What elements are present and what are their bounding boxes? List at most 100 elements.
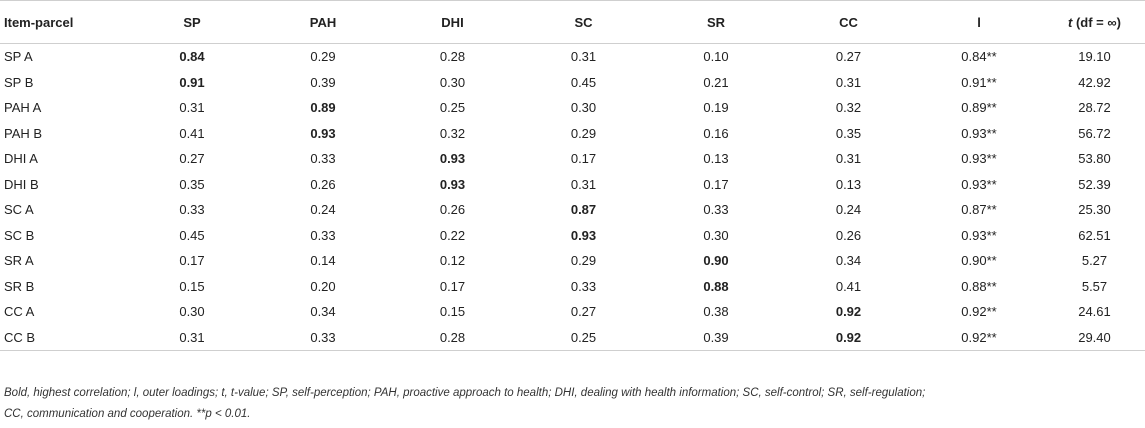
header-t-symbol: t	[1068, 14, 1073, 30]
table-cell: 0.30	[179, 304, 205, 320]
table-cell: 0.15	[179, 278, 205, 294]
table-cell: 0.17	[439, 278, 466, 294]
row-label: CC B	[0, 324, 125, 351]
table-cell: 0.29	[310, 49, 336, 65]
table-row: SC A 0.33 0.24 0.26 0.87 0.33 0.24 0.87** 25.30	[0, 197, 1145, 223]
header-sp: SP	[125, 0, 259, 44]
table-cell: 0.33	[179, 202, 205, 218]
row-label: SC B	[4, 227, 35, 243]
row-label: SR A	[4, 253, 34, 269]
table-cell: 53.80	[1078, 151, 1111, 167]
loadings-table: Item-parcel SP PAH DHI SC SR CC l t (df …	[0, 0, 1145, 351]
table-row: SC B 0.45 0.33 0.22 0.93 0.30 0.26 0.93** 62.51	[0, 223, 1145, 249]
table-cell: 0.92**	[914, 324, 1044, 351]
table-row: PAH B 0.41 0.93 0.32 0.29 0.16 0.35 0.93** 56.72	[0, 121, 1145, 147]
table-cell: 0.88**	[961, 278, 997, 294]
table-cell: 0.14	[310, 253, 336, 269]
table-cell: 0.21	[703, 74, 729, 90]
table-cell: 0.31	[570, 176, 597, 192]
table-cell: 28.72	[1078, 100, 1111, 116]
row-label: SP A	[4, 49, 33, 65]
table-cell: 19.10	[1078, 49, 1111, 65]
table-header-row: Item-parcel SP PAH DHI SC SR CC l t (df …	[0, 0, 1145, 44]
table-cell: 0.30	[439, 74, 466, 90]
header-pah: PAH	[259, 0, 387, 44]
table-cell: 0.84**	[961, 49, 997, 65]
table-cell: 0.45	[570, 74, 597, 90]
table-cell: 0.33	[310, 151, 336, 167]
table-cell: 0.90	[703, 253, 729, 269]
table-cell: 0.33	[310, 227, 336, 243]
table-row: CC A 0.30 0.34 0.15 0.27 0.38 0.92 0.92** 24.61	[0, 299, 1145, 325]
table-cell: 0.28	[387, 324, 518, 351]
table-cell: 0.27	[570, 304, 597, 320]
table-cell: 0.45	[179, 227, 205, 243]
row-label: PAH A	[4, 100, 42, 116]
table-cell: 0.24	[310, 202, 336, 218]
table-cell: 0.87	[570, 202, 597, 218]
table-row: SR B 0.15 0.20 0.17 0.33 0.88 0.41 0.88** 5.57	[0, 274, 1145, 300]
table-cell: 0.39	[310, 74, 336, 90]
table-cell: 0.33	[703, 202, 729, 218]
table-row: SP A 0.84 0.29 0.28 0.31 0.10 0.27 0.84** 19.10	[0, 44, 1145, 70]
table-cell: 0.91	[179, 74, 205, 90]
table-cell: 0.28	[439, 49, 466, 65]
table-cell: 0.93	[310, 125, 336, 141]
table-cell: 0.13	[835, 176, 862, 192]
table-cell: 0.16	[703, 125, 729, 141]
table-cell: 25.30	[1078, 202, 1111, 218]
table-cell: 5.27	[1081, 253, 1108, 269]
table-row: DHI A 0.27 0.33 0.93 0.17 0.13 0.31 0.93** 53.80	[0, 146, 1145, 172]
footnote-line-1: Bold, highest correlation; l, outer load…	[4, 387, 926, 399]
table-cell: 29.40	[1044, 324, 1145, 351]
table-cell: 0.29	[570, 125, 597, 141]
header-l: l	[914, 0, 1044, 44]
header-dhi: DHI	[387, 0, 518, 44]
table-cell: 0.31	[125, 324, 259, 351]
table-cell: 0.33	[570, 278, 597, 294]
row-label: DHI B	[4, 176, 39, 192]
header-t-df: (df = ∞)	[1075, 14, 1121, 30]
table-cell: 0.87**	[961, 202, 997, 218]
table-cell: 0.22	[439, 227, 466, 243]
table-cell: 0.93	[439, 176, 466, 192]
table-cell: 0.38	[703, 304, 729, 320]
table-cell: 0.31	[570, 49, 597, 65]
table-cell: 0.91**	[961, 74, 997, 90]
table-cell: 0.26	[310, 176, 336, 192]
table-row: DHI B 0.35 0.26 0.93 0.31 0.17 0.13 0.93** 52.39	[0, 172, 1145, 198]
row-label: DHI A	[4, 151, 38, 167]
table-body: SP A 0.84 0.29 0.28 0.31 0.10 0.27 0.84** 19.10 S…	[0, 44, 1145, 351]
table-cell: 0.93	[439, 151, 466, 167]
footnote-line-2: CC, communication and cooperation. **p <…	[4, 408, 251, 420]
table-cell: 0.17	[570, 151, 597, 167]
table-cell: 0.19	[703, 100, 729, 116]
table-cell: 0.26	[439, 202, 466, 218]
table-cell: 0.89	[310, 100, 336, 116]
table-cell: 0.92**	[961, 304, 997, 320]
table-cell: 0.89**	[961, 100, 997, 116]
table-cell: 0.27	[179, 151, 205, 167]
table-cell: 0.25	[439, 100, 466, 116]
table-cell: 56.72	[1078, 125, 1111, 141]
table-cell: 0.93**	[961, 227, 997, 243]
table-cell: 0.25	[518, 324, 649, 351]
table-cell: 0.26	[835, 227, 862, 243]
table-cell: 0.93**	[961, 125, 997, 141]
table-cell: 0.12	[439, 253, 466, 269]
header-item-parcel: Item-parcel	[0, 0, 125, 44]
table-cell: 0.10	[703, 49, 729, 65]
row-label: SR B	[4, 278, 35, 294]
row-label: SP B	[4, 74, 34, 90]
table-cell: 0.84	[179, 49, 205, 65]
table-row: SR A 0.17 0.14 0.12 0.29 0.90 0.34 0.90** 5.27	[0, 248, 1145, 274]
table-cell: 0.15	[439, 304, 466, 320]
table-cell: 0.35	[835, 125, 862, 141]
header-cc: CC	[783, 0, 914, 44]
table-cell: 0.93**	[961, 151, 997, 167]
table-cell: 0.31	[179, 100, 205, 116]
table-cell: 0.30	[570, 100, 597, 116]
table-cell: 0.41	[179, 125, 205, 141]
table-cell: 5.57	[1081, 278, 1108, 294]
table-footnote: Bold, highest correlation; l, outer load…	[4, 383, 1140, 425]
